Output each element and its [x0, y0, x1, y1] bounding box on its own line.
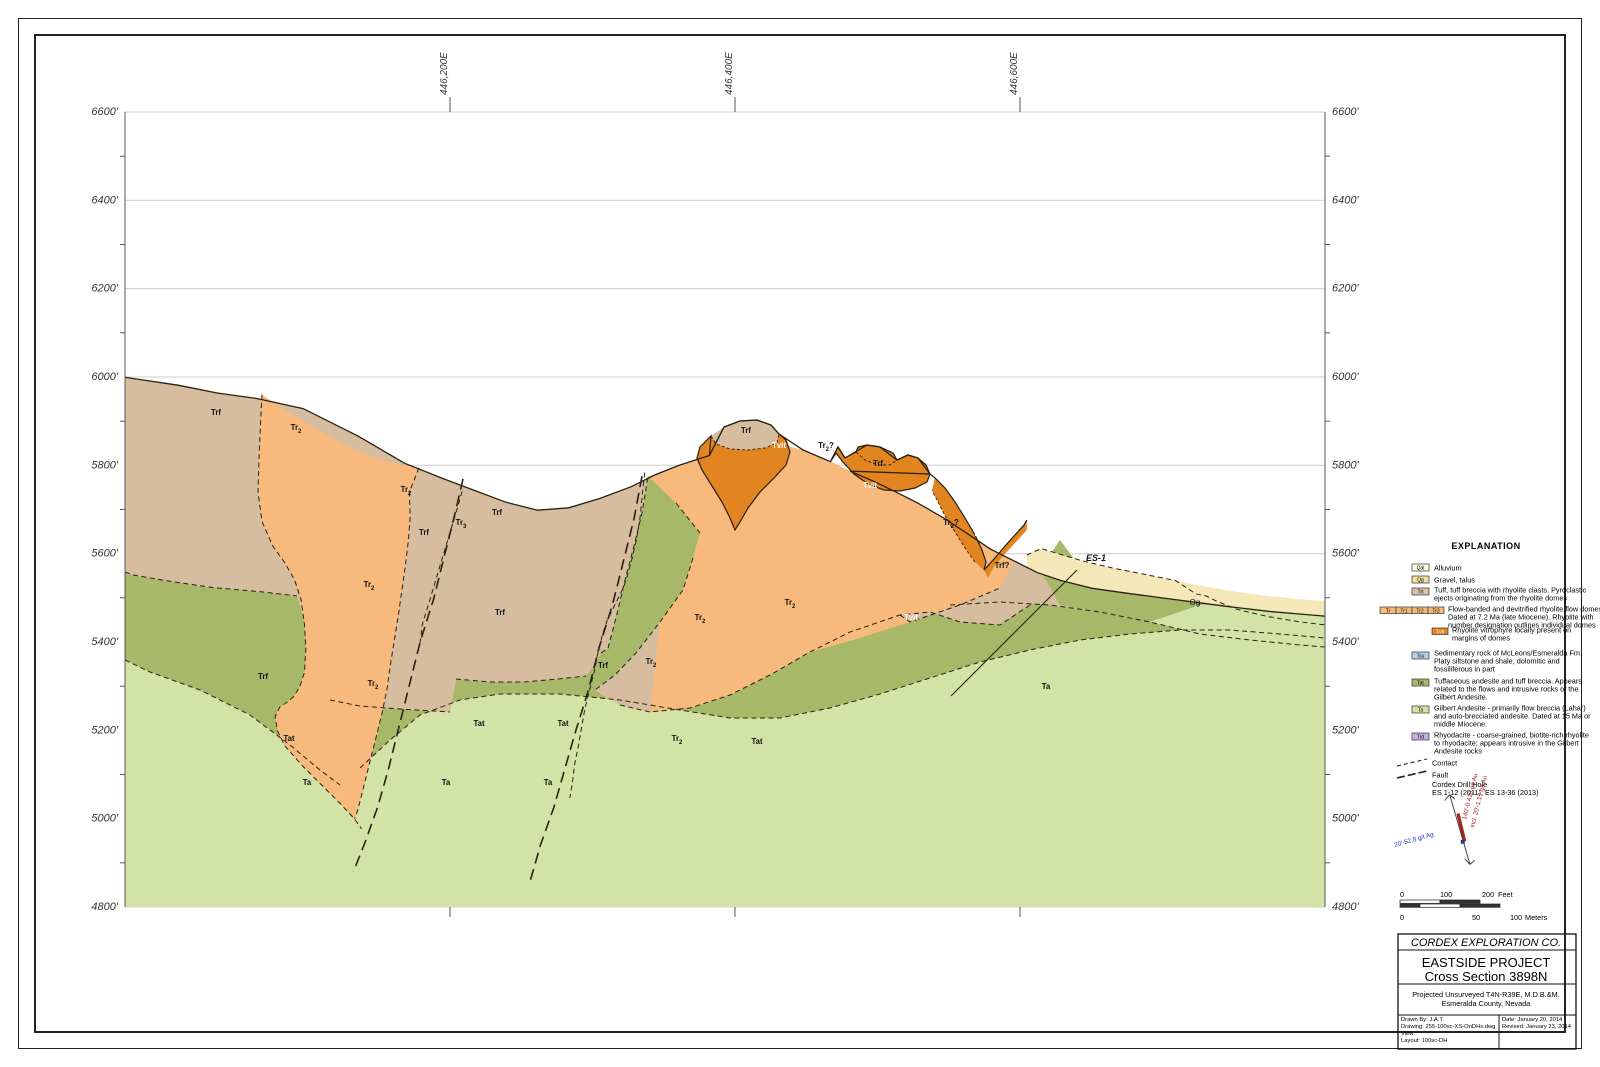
svg-text:5600': 5600' [1332, 548, 1359, 560]
svg-text:6200': 6200' [1332, 283, 1359, 295]
svg-text:Tvit: Tvit [904, 613, 918, 622]
svg-text:Tat: Tat [283, 734, 295, 743]
svg-text:Tvit: Tvit [973, 529, 987, 538]
svg-text:Tsu: Tsu [1417, 653, 1425, 659]
svg-text:Revised: January 23, 2014: Revised: January 23, 2014 [1502, 1024, 1572, 1030]
svg-text:Gilbert Andesite.: Gilbert Andesite. [1434, 692, 1488, 701]
svg-text:6000': 6000' [91, 371, 118, 383]
svg-text:6200': 6200' [91, 283, 118, 295]
svg-text:Tr: Tr [1386, 608, 1391, 614]
svg-text:Ta: Ta [1418, 707, 1424, 713]
svg-text:View:: View: [1401, 1031, 1415, 1037]
svg-text:Trt: Trt [1418, 589, 1425, 595]
svg-text:446,400E: 446,400E [724, 52, 735, 95]
svg-text:4800': 4800' [91, 901, 118, 913]
svg-text:EXPLANATION: EXPLANATION [1451, 541, 1520, 551]
svg-text:Ta: Ta [303, 778, 312, 787]
svg-text:5400': 5400' [1332, 636, 1359, 648]
svg-text:Trf: Trf [419, 528, 429, 537]
svg-text:Fault: Fault [1432, 770, 1448, 779]
svg-text:5200': 5200' [91, 724, 118, 736]
svg-text:6600': 6600' [91, 106, 118, 118]
svg-text:Trf: Trf [211, 408, 221, 417]
svg-text:Tr1: Tr1 [1400, 608, 1408, 614]
svg-text:Gravel, talus: Gravel, talus [1434, 575, 1475, 584]
svg-text:Trf: Trf [258, 672, 268, 681]
svg-text:5000': 5000' [1332, 813, 1359, 825]
svg-text:Projected Unsurveyed T4N-R39E,: Projected Unsurveyed T4N-R39E, M.D.B.&M. [1412, 990, 1559, 999]
svg-text:Esmeralda County, Nevada: Esmeralda County, Nevada [1442, 999, 1532, 1008]
svg-text:5400': 5400' [91, 636, 118, 648]
svg-text:CORDEX EXPLORATION CO.: CORDEX EXPLORATION CO. [1411, 937, 1561, 949]
svg-text:Alluvium: Alluvium [1434, 563, 1462, 572]
svg-text:middle Miocene.: middle Miocene. [1434, 719, 1487, 728]
svg-text:Ta: Ta [442, 778, 451, 787]
svg-text:Tat: Tat [1417, 680, 1424, 686]
svg-text:Ta: Ta [1042, 682, 1051, 691]
svg-text:Qg: Qg [1417, 577, 1424, 583]
svg-text:Tvit: Tvit [863, 481, 877, 490]
svg-text:20'-52.8 g/t Ag: 20'-52.8 g/t Ag [1394, 831, 1435, 849]
svg-text:fossiliferous in part: fossiliferous in part [1434, 664, 1495, 673]
svg-text:Tr3: Tr3 [1432, 608, 1440, 614]
svg-text:Trf: Trf [873, 459, 883, 468]
svg-text:5000': 5000' [91, 813, 118, 825]
svg-text:Trf: Trf [741, 426, 751, 435]
svg-text:Layout: 100sc-DH: Layout: 100sc-DH [1401, 1038, 1447, 1044]
svg-text:Trf: Trf [492, 508, 502, 517]
svg-text:Contact: Contact [1432, 758, 1457, 767]
svg-text:Tvit: Tvit [1436, 629, 1445, 635]
svg-text:Feet: Feet [1498, 890, 1513, 899]
svg-text:6000': 6000' [1332, 371, 1359, 383]
svg-text:5800': 5800' [91, 459, 118, 471]
svg-text:margins of domes: margins of domes [1452, 633, 1510, 642]
svg-text:5800': 5800' [1332, 459, 1359, 471]
svg-text:4800': 4800' [1332, 901, 1359, 913]
svg-text:Tat: Tat [473, 719, 485, 728]
svg-text:ES-1: ES-1 [1086, 553, 1106, 563]
svg-text:Date: January 20, 2014: Date: January 20, 2014 [1502, 1017, 1563, 1023]
svg-text:Og: Og [1190, 598, 1201, 607]
svg-text:446,600E: 446,600E [1009, 52, 1020, 95]
svg-text:Drawn By: J.A.T.: Drawn By: J.A.T. [1401, 1017, 1444, 1023]
svg-text:Trd: Trd [1417, 734, 1425, 740]
svg-text:Trf: Trf [495, 608, 505, 617]
svg-text:Qal: Qal [1417, 565, 1425, 571]
svg-text:6400': 6400' [1332, 194, 1359, 206]
svg-text:0: 0 [1400, 913, 1404, 922]
svg-text:Ta: Ta [544, 778, 553, 787]
svg-text:100: 100 [1440, 890, 1452, 899]
svg-text:6600': 6600' [1332, 106, 1359, 118]
svg-text:EASTSIDE PROJECT: EASTSIDE PROJECT [1422, 955, 1551, 970]
svg-text:50: 50 [1472, 913, 1480, 922]
svg-text:446,200E: 446,200E [439, 52, 450, 95]
svg-text:5200': 5200' [1332, 724, 1359, 736]
svg-text:Meters: Meters [1525, 913, 1548, 922]
svg-text:6400': 6400' [91, 194, 118, 206]
svg-text:200: 200 [1482, 890, 1494, 899]
svg-text:Tat: Tat [557, 719, 569, 728]
svg-text:Trf?: Trf? [995, 561, 1010, 570]
svg-text:Tat: Tat [751, 737, 763, 746]
svg-text:0: 0 [1400, 890, 1404, 899]
svg-text:Tr2: Tr2 [1416, 608, 1424, 614]
svg-text:Cross Section 3898N: Cross Section 3898N [1425, 969, 1548, 984]
svg-text:ejects originating from the rh: ejects originating from the rhyolite dom… [1434, 593, 1567, 602]
svg-text:Drawing: 255-100sc-XS-OnDHs.dw: Drawing: 255-100sc-XS-OnDHs.dwg [1401, 1024, 1495, 1030]
svg-text:Andesite rocks: Andesite rocks [1434, 746, 1482, 755]
svg-text:Tvit: Tvit [772, 441, 786, 450]
svg-text:5600': 5600' [91, 548, 118, 560]
svg-text:Trf: Trf [598, 661, 608, 670]
svg-text:100: 100 [1510, 913, 1522, 922]
svg-text:Tr2?: Tr2? [818, 441, 834, 453]
